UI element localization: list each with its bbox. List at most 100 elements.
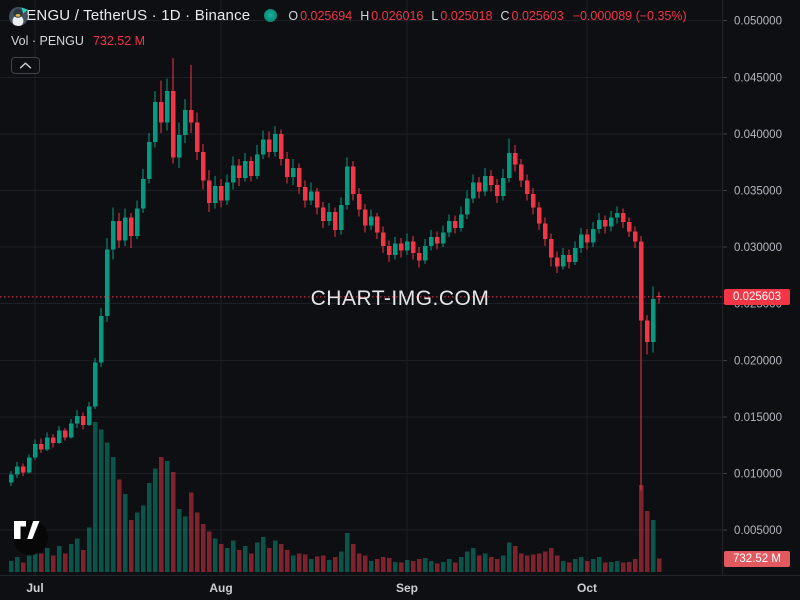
candle-body [428, 236, 434, 246]
candle-body [638, 241, 644, 321]
volume-bar [506, 542, 512, 572]
volume-bar [62, 553, 68, 572]
candle-body [482, 175, 488, 192]
volume-bar [530, 554, 536, 572]
candle-body [368, 216, 374, 226]
volume-bar [170, 472, 176, 572]
symbol-legend[interactable]: PENGU / TetherUS · 1D · Binance O 0.0256… [9, 7, 687, 26]
candle-body [380, 232, 386, 246]
volume-bar [332, 557, 338, 572]
candle-body [584, 234, 590, 243]
volume-legend[interactable]: Vol · PENGU 732.52 M [11, 34, 145, 48]
volume-bar [80, 549, 86, 572]
candle-body [266, 139, 272, 153]
chart-img-watermark: CHART-IMG.COM [310, 287, 490, 310]
candle-body [656, 295, 662, 297]
price-axis[interactable] [722, 0, 800, 575]
candle-body [104, 249, 110, 317]
volume-layer [8, 422, 662, 572]
chevron-up-icon [19, 62, 32, 69]
volume-bar [464, 551, 470, 572]
volume-bar [200, 523, 206, 572]
volume-bar [476, 555, 482, 572]
candle-body [248, 161, 254, 176]
volume-bar [566, 562, 572, 572]
candle-body [182, 110, 188, 136]
high-value: 0.026016 [371, 8, 424, 23]
volume-bar [20, 562, 26, 572]
candle-body [338, 205, 344, 231]
volume-bar [416, 559, 422, 572]
candle-body [20, 466, 26, 473]
candle-body [230, 165, 236, 183]
collapse-legend-button[interactable] [11, 57, 40, 74]
pengu-coin-logo-icon [9, 7, 28, 26]
volume-bar [440, 561, 446, 572]
candle-body [152, 102, 158, 142]
volume-bar [356, 553, 362, 572]
volume-bar [122, 494, 128, 572]
candle-body [110, 221, 116, 250]
volume-bar [74, 538, 80, 572]
volume-bar [86, 527, 92, 572]
price-tick-label: 0.050000 [734, 16, 782, 28]
volume-bar [206, 531, 212, 572]
change-value: −0.000089 (−0.35%) [572, 8, 687, 23]
candle-body [452, 221, 458, 228]
candle-body [44, 437, 50, 450]
volume-bar [230, 540, 236, 572]
volume-bar [236, 549, 242, 572]
volume-bar [266, 547, 272, 572]
candle-body [254, 154, 260, 176]
candle-body [26, 457, 32, 473]
candle-body [434, 236, 440, 244]
candle-body [440, 232, 446, 244]
candle-body [500, 178, 506, 197]
candle-body [494, 184, 500, 197]
volume-bar [434, 563, 440, 572]
tradingview-logo-icon [14, 521, 40, 539]
candle-body [56, 430, 62, 443]
candle-body [122, 217, 128, 241]
candle-body [476, 182, 482, 192]
volume-bar [410, 560, 416, 572]
price-tick-label: 0.035000 [734, 186, 782, 198]
volume-bar [578, 557, 584, 572]
market-status-dot-icon[interactable] [264, 9, 278, 22]
month-label: Sep [395, 581, 419, 595]
volume-bar [56, 546, 62, 572]
candle-body [296, 167, 302, 188]
candle-body [74, 415, 80, 424]
candle-body [272, 133, 278, 153]
candle-body [512, 153, 518, 165]
candle-body [80, 415, 86, 425]
candle-body [602, 219, 608, 227]
volume-bar [554, 555, 560, 572]
volume-bar [314, 556, 320, 572]
candle-body [578, 234, 584, 249]
candle-body [470, 182, 476, 199]
volume-bar [362, 555, 368, 572]
volume-bar [278, 544, 284, 572]
volume-bar [242, 546, 248, 572]
volume-bar [542, 551, 548, 572]
volume-bar [398, 562, 404, 572]
volume-bar [140, 505, 146, 572]
tradingview-logo[interactable] [13, 520, 48, 555]
candle-body [260, 139, 266, 155]
candle-body [314, 191, 320, 208]
volume-bar [620, 562, 626, 572]
candle-body [344, 166, 350, 206]
close-label: C [500, 8, 510, 23]
volume-bar [482, 553, 488, 572]
candle-body [560, 255, 566, 267]
candle-body [572, 248, 578, 262]
candle-body [332, 212, 338, 231]
volume-bar [644, 510, 650, 572]
candle-body [308, 191, 314, 201]
time-axis[interactable]: Jul Aug Sep Oct [0, 575, 800, 600]
candle-body [92, 362, 98, 407]
volume-bar [500, 555, 506, 572]
price-tick-label: 0.005000 [734, 525, 782, 537]
